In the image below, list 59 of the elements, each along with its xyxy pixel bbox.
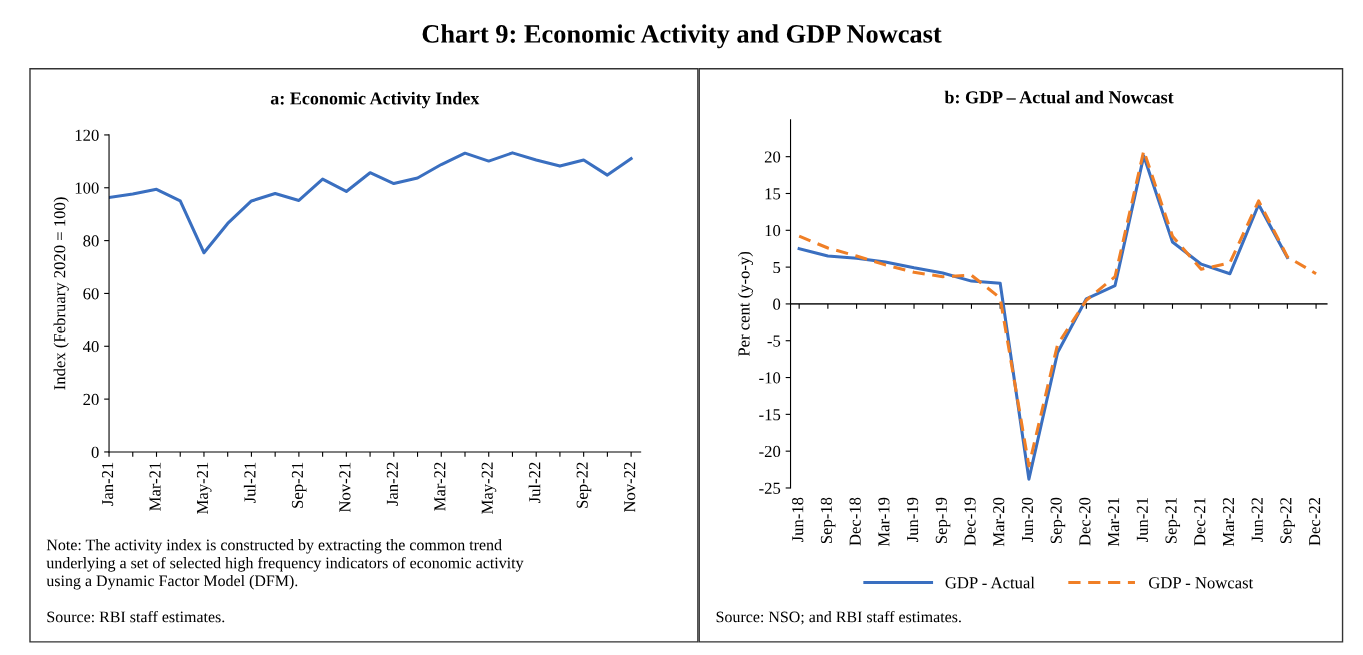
- x-tick-label: Dec-19: [964, 497, 976, 546]
- x-tick-label: Jun-18: [792, 497, 804, 543]
- chart-subtitle: b: GDP – Actual and Nowcast: [944, 90, 1174, 104]
- y-tick-label: -25: [759, 482, 781, 494]
- source-note: Source: NSO; and RBI staff estimates.: [716, 610, 961, 625]
- y-tick-label: 100: [75, 182, 99, 194]
- x-tick-label: Mar-22: [434, 462, 446, 511]
- y-tick-label: 0: [91, 446, 99, 458]
- x-tick-label: Mar-19: [878, 497, 890, 547]
- x-tick-label: Sep-21: [1165, 498, 1181, 544]
- x-tick-label: Sep-19: [935, 497, 951, 544]
- x-tick-label: Jan-21: [102, 462, 114, 506]
- x-tick-label: Mar-21: [1108, 498, 1120, 547]
- x-tick-label: Nov-22: [624, 462, 636, 513]
- y-tick-label: -5: [767, 335, 781, 347]
- x-tick-label: Sep-22: [576, 462, 592, 508]
- x-tick-label: Jun-19: [907, 497, 919, 543]
- legend-label: GDP - Actual: [945, 576, 1035, 589]
- y-tick-label: -10: [759, 372, 781, 384]
- x-tick-label: Dec-21: [1194, 498, 1206, 546]
- x-tick-label: May-21: [196, 462, 212, 514]
- y-tick-label: 80: [83, 235, 99, 247]
- source-note: Source: RBI staff estimates.: [47, 610, 225, 623]
- y-tick-label: 15: [765, 188, 781, 200]
- legend-label: GDP - Nowcast: [1149, 577, 1254, 589]
- x-tick-label: Sep-21: [291, 462, 307, 508]
- chart-title: Chart 9: Economic Activity and GDP Nowcast: [422, 24, 942, 49]
- y-tick-label: 20: [83, 393, 99, 406]
- x-tick-label: May-22: [481, 462, 497, 514]
- y-tick-label: 120: [75, 129, 99, 141]
- x-tick-label: Nov-21: [339, 462, 351, 513]
- x-tick-label: Sep-18: [820, 497, 836, 544]
- chart-subtitle: a: Economic Activity Index: [270, 91, 480, 109]
- x-tick-label: Sep-22: [1280, 497, 1295, 544]
- x-tick-label: Dec-18: [849, 497, 861, 546]
- x-tick-label: Mar-22: [1222, 497, 1235, 547]
- x-tick-label: Sep-20: [1050, 497, 1066, 544]
- x-tick-label: Jun-21: [1136, 498, 1148, 543]
- x-tick-label: Dec-20: [1079, 497, 1091, 546]
- y-tick-label: -15: [759, 409, 781, 421]
- x-tick-label: Dec-22: [1309, 497, 1321, 546]
- y-axis-title: Index (February 2020 = 100): [53, 197, 69, 390]
- x-tick-label: Mar-20: [993, 497, 1005, 547]
- y-tick-label: 60: [83, 288, 99, 300]
- x-tick-label: Jan-22: [386, 462, 398, 506]
- x-tick-label: Jun-22: [1251, 497, 1263, 543]
- y-tick-label: 5: [773, 261, 781, 274]
- x-tick-label: Jul-22: [528, 462, 541, 503]
- y-axis-title: Per cent (y-o-y): [737, 251, 754, 357]
- y-tick-label: 0: [773, 298, 781, 310]
- y-tick-label: 40: [82, 340, 99, 353]
- text: Note: The activity index is constructed by extracting the common trend underlying a set of selected high frequency indicators of economic activity using a Dynamic Factor Model (DFM).: [46, 539, 524, 590]
- x-tick-label: Mar-21: [149, 462, 161, 511]
- x-tick-label: Jun-20: [1021, 497, 1034, 543]
- line-series: [109, 151, 633, 255]
- y-tick-label: 10: [765, 225, 781, 237]
- y-tick-label: -20: [759, 445, 781, 458]
- y-tick-label: 20: [764, 151, 781, 163]
- x-tick-label: Jul-21: [243, 462, 256, 503]
